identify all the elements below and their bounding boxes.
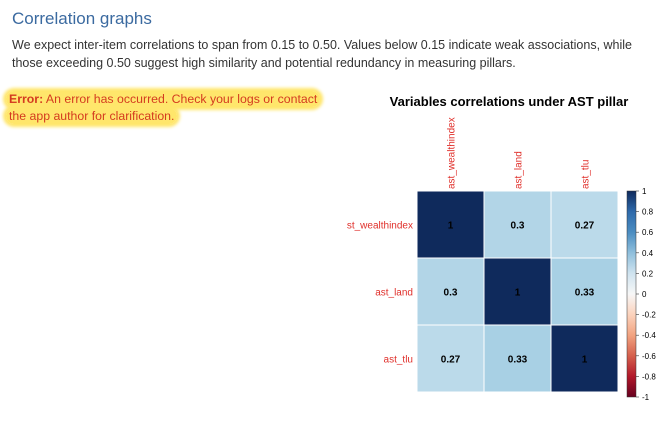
heatmap-cell: [550, 190, 619, 259]
error-text: An error has occurred. Check your logs o…: [9, 92, 318, 123]
colorbar-tick-label: 0.2: [642, 269, 654, 278]
colorbar-tick-label: -0.4: [642, 331, 656, 340]
cell-value-label: 0.3: [444, 288, 458, 299]
heatmap-cell: [416, 190, 485, 259]
chart-title: Variables correlations under AST pillar: [390, 94, 629, 109]
colorbar-tick-label: 0.8: [642, 208, 654, 217]
heatmap-cell: [483, 324, 552, 393]
row-label: st_wealthindex: [347, 221, 413, 232]
cell-value-label: 0.3: [511, 221, 525, 232]
heatmap-cell: [416, 324, 485, 393]
colorbar-tick-label: -0.2: [642, 311, 656, 320]
heatmap-cell: [416, 257, 485, 326]
colorbar-tick-label: 0: [642, 290, 647, 299]
heatmap-cell: [550, 257, 619, 326]
column-label: ast_tlu: [581, 160, 592, 189]
cell-value-label: 1: [515, 288, 521, 299]
row-label: ast_tlu: [384, 355, 413, 366]
section-title: Correlation graphs: [12, 9, 152, 28]
row-label: ast_land: [375, 288, 413, 299]
colorbar: [626, 190, 637, 398]
colorbar-tick-label: 1: [642, 187, 647, 196]
cell-value-label: 1: [582, 355, 588, 366]
colorbar-tick-label: -1: [642, 393, 650, 402]
colorbar-tick-label: 0.6: [642, 228, 654, 237]
column-label: ast_land: [514, 151, 525, 189]
heatmap-cell: [550, 324, 619, 393]
error-message: Error: An error has occurred. Check your…: [6, 91, 332, 125]
heatmap-cell: [483, 190, 552, 259]
column-label: ast_wealthindex: [447, 117, 458, 189]
error-label: Error:: [9, 92, 44, 106]
cell-value-label: 1: [448, 221, 454, 232]
cell-value-label: 0.27: [441, 355, 461, 366]
section-description: We expect inter-item correlations to spa…: [12, 38, 633, 70]
colorbar-tick-label: -0.8: [642, 372, 656, 381]
colorbar-tick-label: -0.6: [642, 352, 656, 361]
colorbar-tick-label: 0.4: [642, 249, 654, 258]
cell-value-label: 0.33: [508, 355, 528, 366]
cell-value-label: 0.33: [575, 288, 595, 299]
cell-value-label: 0.27: [575, 221, 595, 232]
correlation-plot: Variables correlations under AST pillar …: [347, 94, 656, 402]
